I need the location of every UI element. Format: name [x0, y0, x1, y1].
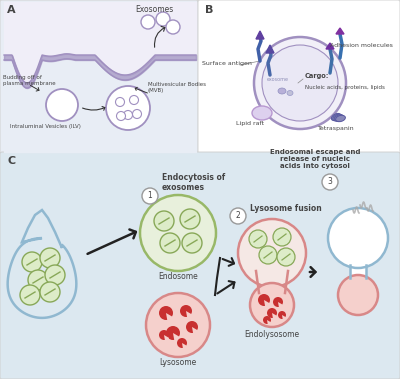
- Circle shape: [46, 89, 78, 121]
- Circle shape: [166, 326, 180, 340]
- Circle shape: [45, 265, 65, 285]
- Circle shape: [258, 294, 270, 306]
- Wedge shape: [173, 333, 180, 341]
- Text: C: C: [7, 156, 15, 166]
- Circle shape: [263, 316, 271, 324]
- Text: Lysosome fusion: Lysosome fusion: [250, 204, 322, 213]
- Text: A: A: [7, 5, 16, 15]
- Circle shape: [130, 96, 138, 105]
- Text: 1: 1: [148, 191, 152, 200]
- FancyBboxPatch shape: [0, 0, 198, 154]
- Text: Surface antigen: Surface antigen: [202, 61, 252, 66]
- Circle shape: [116, 97, 124, 106]
- Wedge shape: [272, 313, 277, 319]
- Polygon shape: [336, 28, 344, 34]
- Text: 2: 2: [236, 211, 240, 221]
- Circle shape: [328, 208, 388, 268]
- Circle shape: [132, 110, 142, 119]
- Ellipse shape: [334, 115, 344, 121]
- Text: Endolysosome: Endolysosome: [244, 330, 300, 339]
- Circle shape: [186, 321, 198, 333]
- Circle shape: [267, 308, 277, 318]
- Circle shape: [40, 248, 60, 268]
- Circle shape: [338, 275, 378, 315]
- Text: Adhesion molecules: Adhesion molecules: [330, 43, 393, 48]
- Circle shape: [180, 209, 200, 229]
- Ellipse shape: [278, 88, 286, 94]
- Circle shape: [124, 111, 132, 119]
- Circle shape: [142, 188, 158, 204]
- Text: 3: 3: [328, 177, 332, 186]
- Wedge shape: [164, 335, 169, 341]
- Ellipse shape: [332, 113, 340, 121]
- Circle shape: [254, 37, 346, 129]
- Circle shape: [140, 195, 216, 271]
- Circle shape: [180, 305, 192, 317]
- Ellipse shape: [252, 106, 272, 120]
- Ellipse shape: [336, 115, 345, 122]
- Text: B: B: [205, 5, 213, 15]
- Text: Cargo:: Cargo:: [305, 73, 330, 79]
- Circle shape: [106, 86, 150, 130]
- Circle shape: [146, 293, 210, 357]
- Circle shape: [259, 246, 277, 264]
- Polygon shape: [8, 210, 76, 318]
- Circle shape: [250, 283, 294, 327]
- Circle shape: [166, 20, 180, 34]
- Text: Nucleic acids, proteins, lipids: Nucleic acids, proteins, lipids: [305, 85, 385, 90]
- Circle shape: [322, 174, 338, 190]
- FancyBboxPatch shape: [198, 0, 400, 154]
- Circle shape: [273, 228, 291, 246]
- Polygon shape: [256, 31, 264, 39]
- Circle shape: [154, 211, 174, 231]
- Circle shape: [156, 12, 170, 26]
- Circle shape: [249, 230, 267, 248]
- Text: Budding off of
plasma membrane: Budding off of plasma membrane: [3, 75, 56, 86]
- Circle shape: [40, 282, 60, 302]
- Wedge shape: [264, 300, 270, 307]
- Text: Endocytosis of
exosomes: Endocytosis of exosomes: [162, 172, 225, 192]
- Text: Endosomal escape and
release of nucleic
acids into cytosol: Endosomal escape and release of nucleic …: [270, 149, 360, 169]
- Wedge shape: [267, 320, 271, 325]
- Circle shape: [20, 285, 40, 305]
- Text: Lysosome: Lysosome: [159, 358, 197, 367]
- Circle shape: [160, 233, 180, 253]
- Circle shape: [141, 15, 155, 29]
- Text: exosome: exosome: [267, 77, 289, 82]
- Wedge shape: [186, 311, 192, 318]
- Circle shape: [116, 111, 126, 121]
- Circle shape: [177, 338, 187, 348]
- Circle shape: [182, 233, 202, 253]
- Text: Lipid raft: Lipid raft: [236, 121, 264, 126]
- Circle shape: [278, 311, 286, 319]
- FancyBboxPatch shape: [0, 152, 400, 379]
- Wedge shape: [166, 313, 173, 321]
- Circle shape: [262, 45, 338, 121]
- Circle shape: [22, 252, 42, 272]
- Text: Multivesicular Bodies
(MVB): Multivesicular Bodies (MVB): [148, 82, 206, 93]
- Circle shape: [277, 248, 295, 266]
- Ellipse shape: [287, 91, 293, 96]
- Text: Endosome: Endosome: [158, 272, 198, 281]
- Circle shape: [28, 270, 48, 290]
- Wedge shape: [192, 327, 198, 334]
- Circle shape: [159, 330, 169, 340]
- Polygon shape: [326, 43, 334, 49]
- Circle shape: [230, 208, 246, 224]
- Text: Tetraspanin: Tetraspanin: [318, 126, 355, 131]
- Polygon shape: [266, 45, 274, 53]
- Wedge shape: [278, 302, 283, 308]
- Ellipse shape: [333, 114, 342, 121]
- Text: Exosomes: Exosomes: [135, 5, 173, 14]
- Text: Intraluminal Vesicles (ILV): Intraluminal Vesicles (ILV): [10, 124, 80, 129]
- Circle shape: [273, 297, 283, 307]
- Circle shape: [159, 306, 173, 320]
- Wedge shape: [282, 315, 286, 320]
- Circle shape: [238, 219, 306, 287]
- Wedge shape: [182, 343, 187, 349]
